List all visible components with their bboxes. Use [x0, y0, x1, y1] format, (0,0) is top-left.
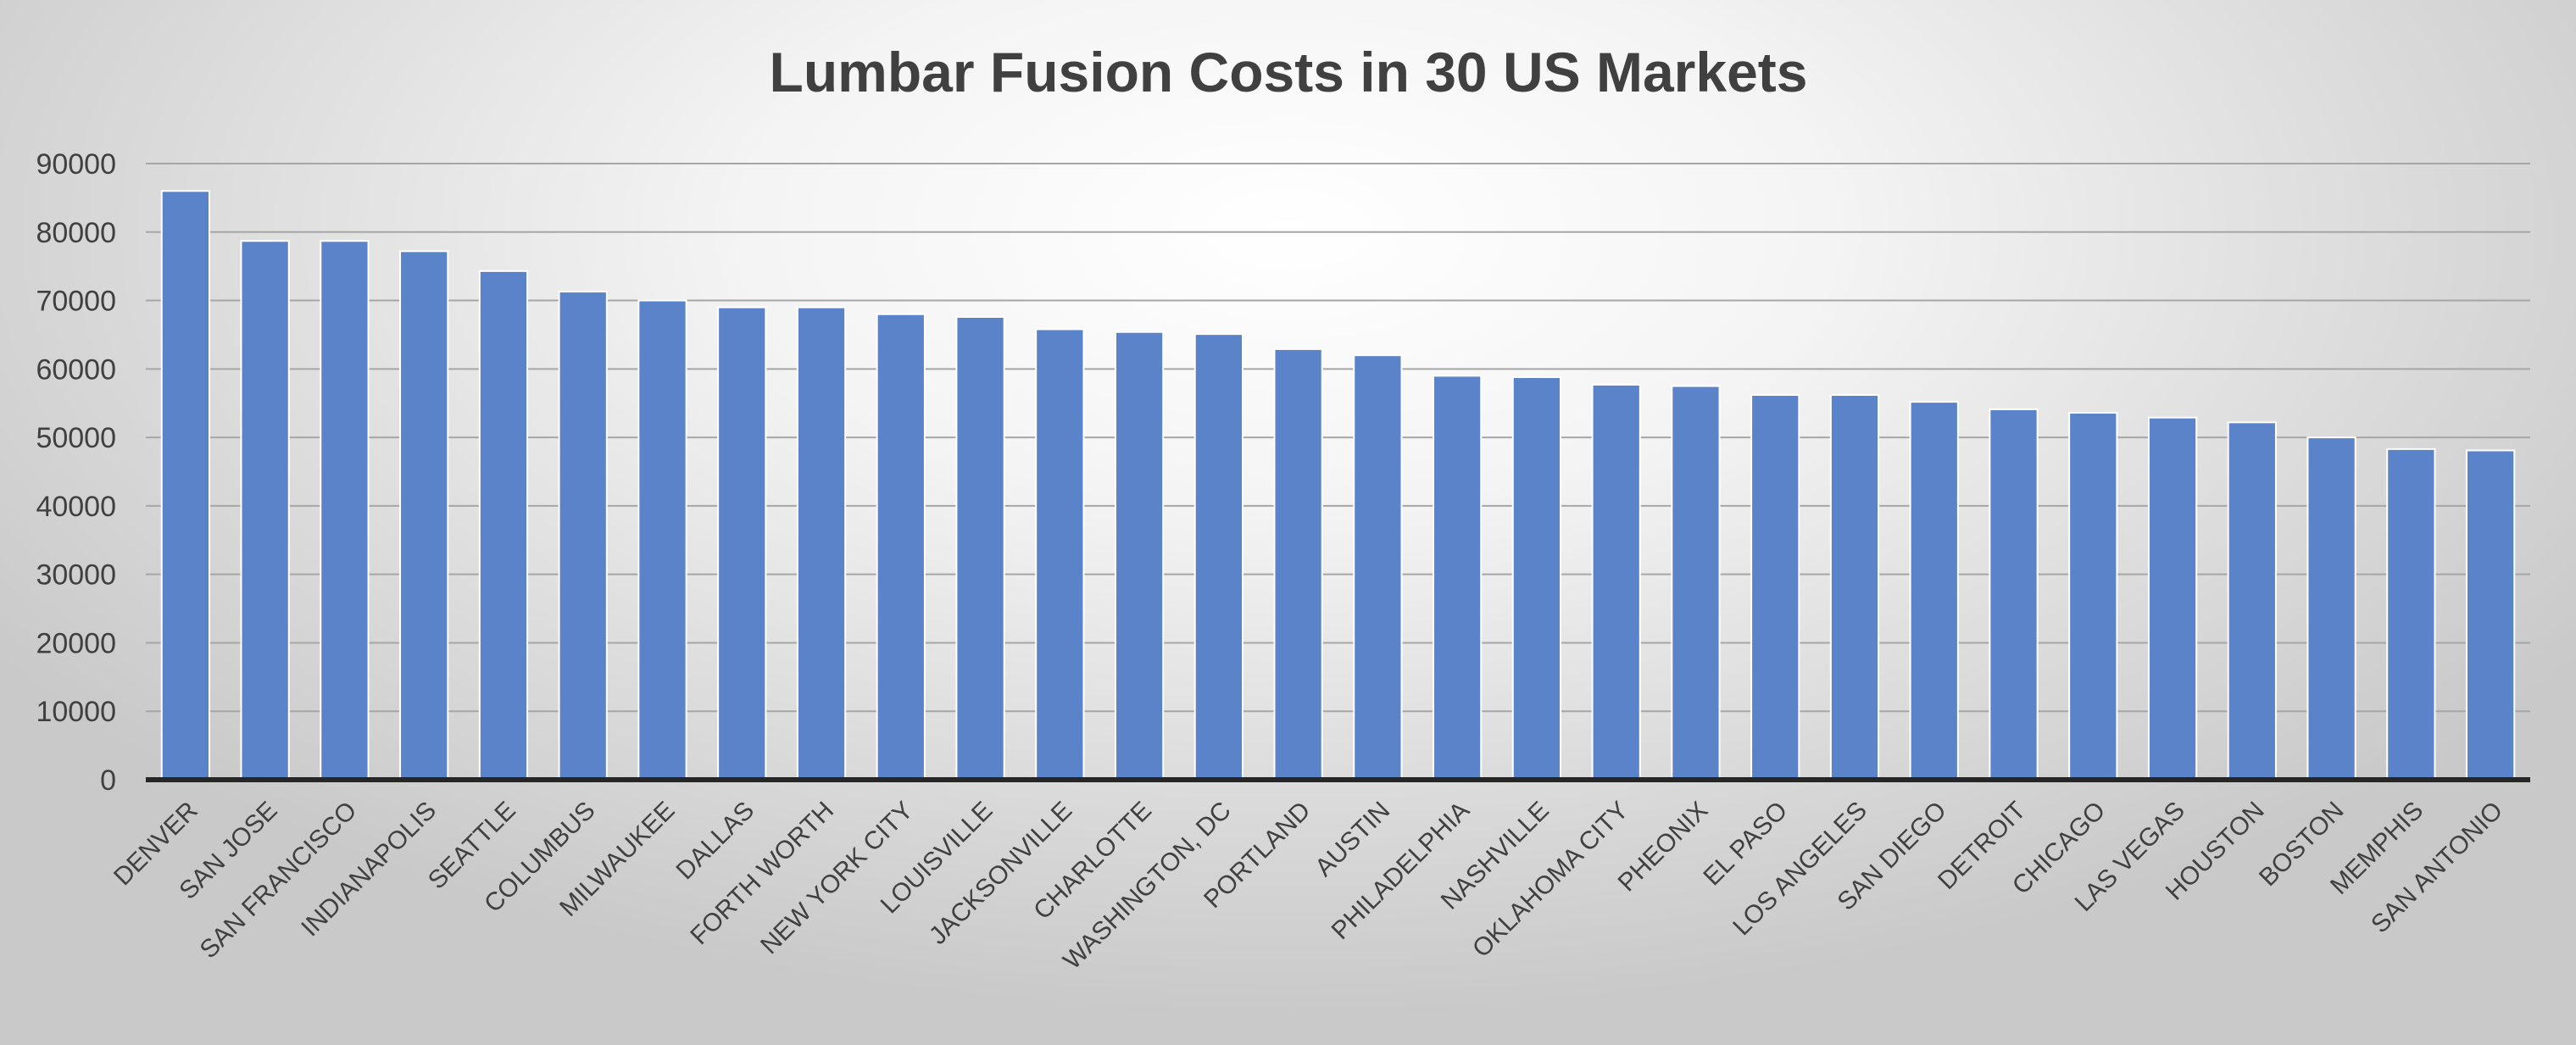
y-axis-tick-labels: 0 10000 20000 30000 40000 50000 60000 70000 8000… — [36, 148, 116, 797]
y-tick-label: 10000 — [36, 696, 116, 728]
chart-title: Lumbar Fusion Costs in 30 US Markets — [770, 41, 1808, 103]
y-tick-label: 60000 — [36, 353, 116, 386]
bar — [1353, 354, 1403, 781]
bar — [558, 291, 608, 781]
bar — [2068, 412, 2118, 781]
y-tick-label: 90000 — [36, 148, 116, 181]
bar — [320, 240, 370, 781]
bar — [2227, 421, 2277, 781]
x-category-label: INDIANAPOLIS — [296, 797, 442, 942]
x-category-label: PHILADELPHIA — [1327, 797, 1475, 945]
x-category-label: FORTH WORTH — [685, 797, 839, 951]
y-tick-label: 0 — [100, 764, 116, 797]
y-tick-label: 20000 — [36, 627, 116, 659]
bar — [1989, 408, 2039, 781]
bar — [637, 299, 687, 781]
y-tick-label: 50000 — [36, 422, 116, 454]
bar — [1591, 383, 1641, 781]
x-category-label: JACKSONVILLE — [924, 797, 1077, 950]
bar — [1433, 375, 1483, 781]
x-category-label: OKLAHOMA CITY — [1467, 797, 1634, 964]
y-tick-label: 70000 — [36, 286, 116, 318]
bar — [1273, 347, 1323, 781]
bar — [1829, 394, 1880, 781]
bar — [2386, 447, 2436, 781]
bar — [160, 190, 211, 781]
x-category-label: LOS ANGELES — [1728, 797, 1872, 942]
bar — [1114, 331, 1165, 781]
bar — [478, 270, 529, 781]
bar — [2306, 436, 2356, 781]
bar — [1511, 376, 1562, 781]
bar — [1750, 394, 1800, 781]
bar — [240, 240, 290, 781]
bar — [1193, 333, 1243, 781]
bar — [717, 306, 767, 781]
bar — [1035, 328, 1085, 781]
bar — [2465, 449, 2516, 781]
bar — [2147, 416, 2198, 781]
bars — [160, 190, 2516, 781]
y-tick-label: 80000 — [36, 217, 116, 249]
bar — [399, 250, 449, 781]
bar — [876, 313, 926, 781]
x-category-label: NEW YORK CITY — [755, 797, 919, 960]
y-tick-label: 30000 — [36, 559, 116, 592]
gridlines — [146, 163, 2530, 713]
bar — [1671, 385, 1721, 781]
bar — [955, 315, 1005, 781]
bar — [1909, 401, 1959, 781]
y-tick-label: 40000 — [36, 491, 116, 523]
bar — [796, 306, 847, 781]
